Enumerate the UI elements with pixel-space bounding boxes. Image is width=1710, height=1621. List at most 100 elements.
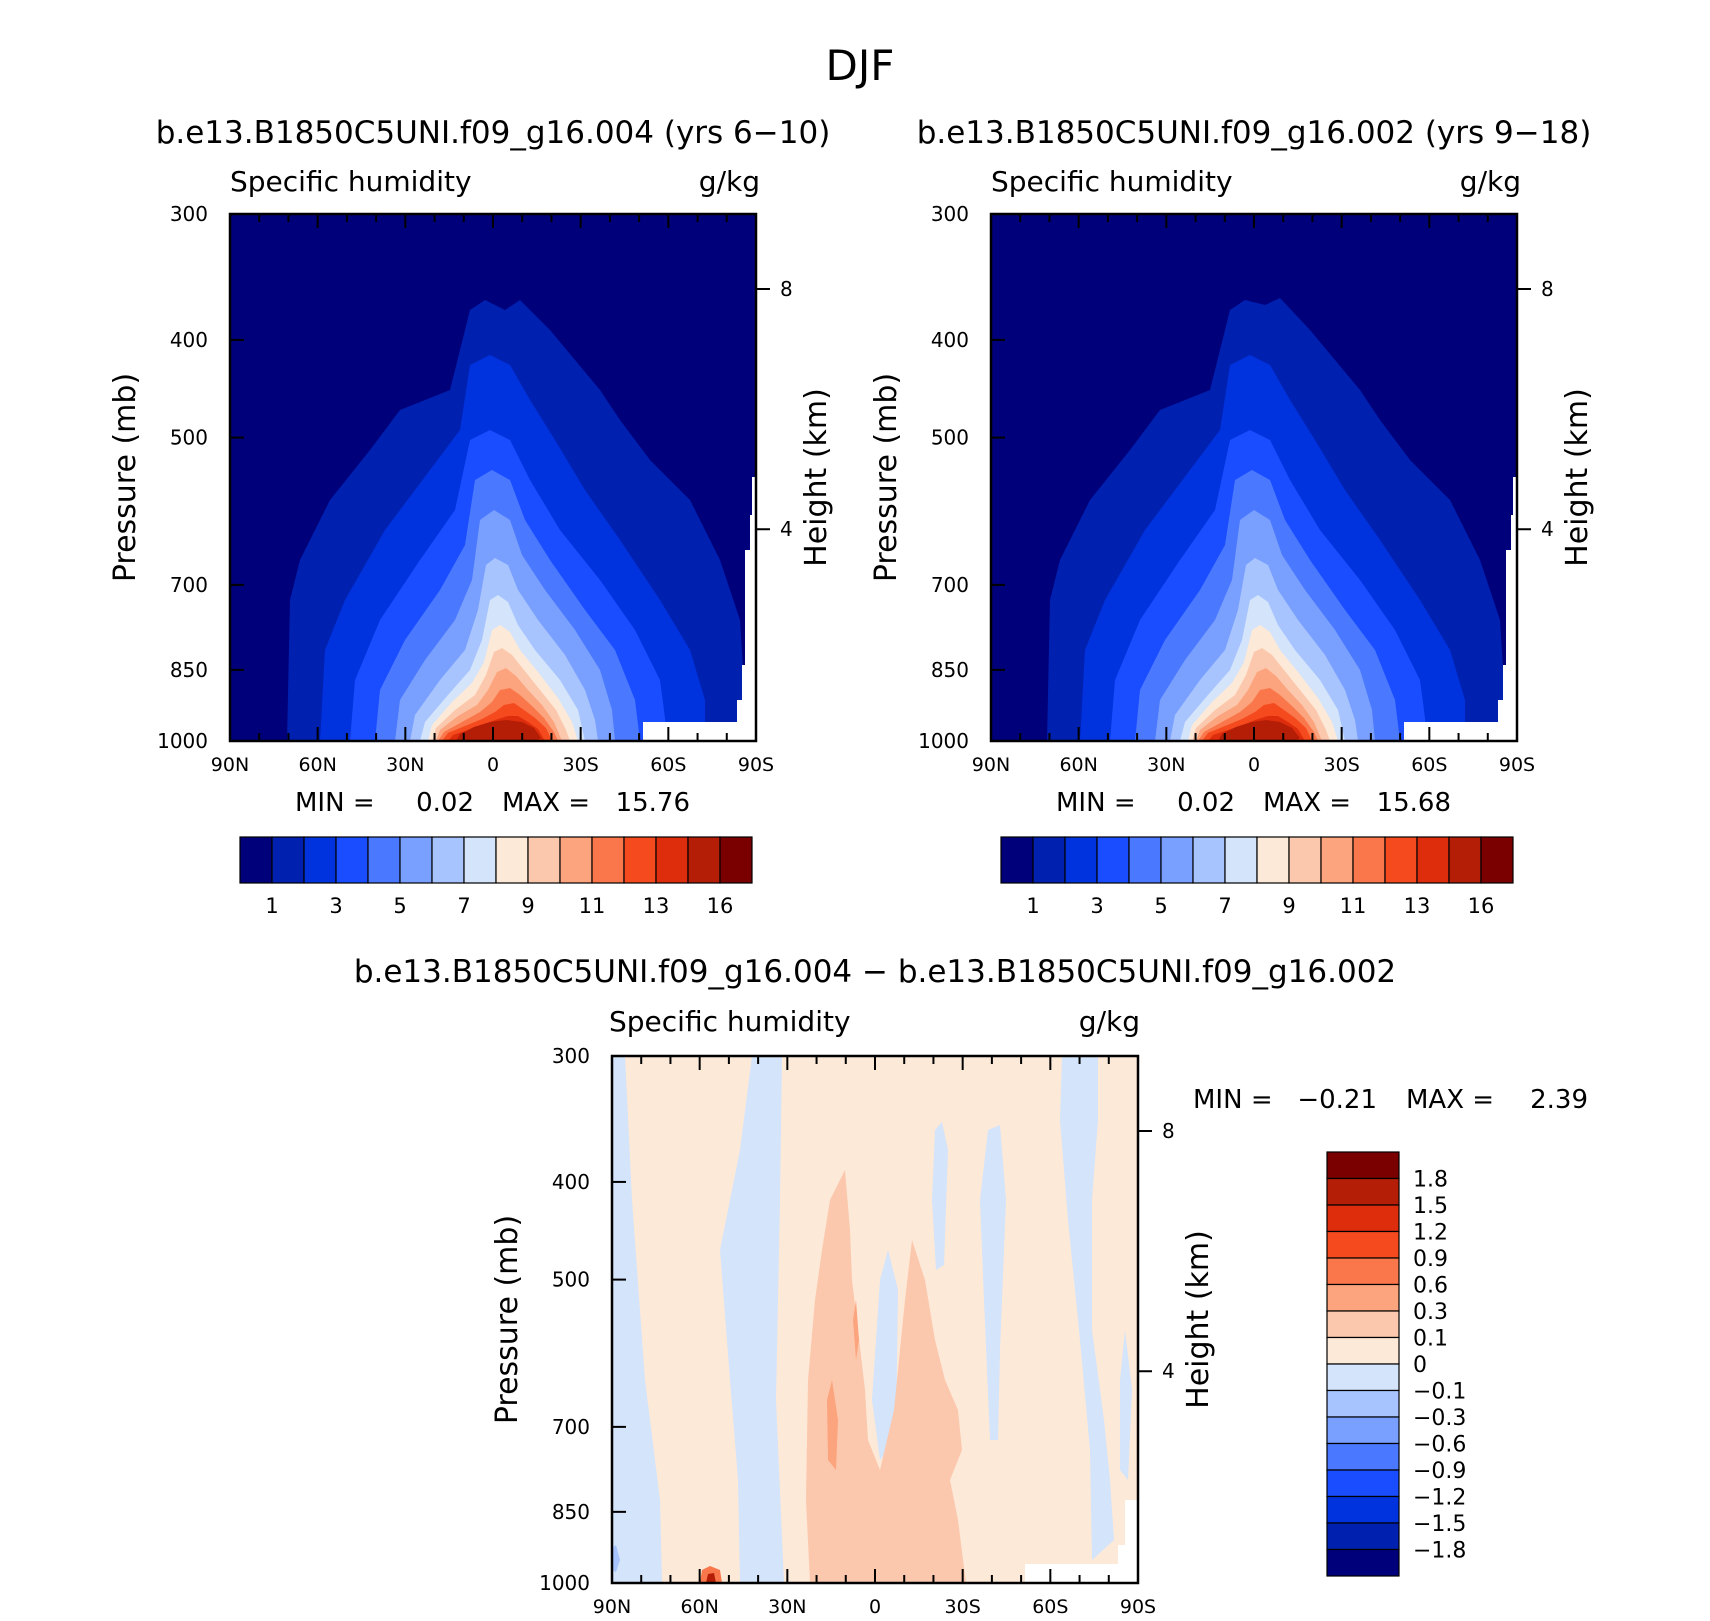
panel-c-min-spot bbox=[612, 1545, 620, 1572]
panel-a-xtick-label: 30N bbox=[386, 754, 424, 776]
panel-a-colorbar-label: 7 bbox=[457, 894, 470, 918]
panel-a-colorbar-box bbox=[335, 836, 369, 884]
panel-a-colorbar-label: 16 bbox=[707, 894, 734, 918]
panel-b-xtick-label: 30S bbox=[1324, 754, 1360, 776]
panel-b-contours bbox=[991, 214, 1517, 741]
panel-b-ytick-label: 400 bbox=[931, 328, 969, 352]
panel-c-neg-band-4 bbox=[932, 1122, 948, 1270]
panel-a-colorbar-label: 5 bbox=[393, 894, 406, 918]
panel-b-max-label: MAX = bbox=[1263, 788, 1351, 818]
panel-c-colorbar-label: −0.1 bbox=[1413, 1380, 1466, 1405]
panel-a-max-value: 15.76 bbox=[616, 788, 690, 818]
panel-a-colorbar-box bbox=[367, 836, 401, 884]
panel-b-ytick-label: 500 bbox=[931, 426, 969, 450]
panel-c-max-value: 2.39 bbox=[1530, 1085, 1588, 1115]
panel-b-colorbar-box bbox=[1096, 836, 1130, 884]
panel-b-level-15 bbox=[1218, 720, 1300, 741]
panel-a-colorbar-box bbox=[431, 836, 465, 884]
panel-c-max-core bbox=[706, 1573, 716, 1583]
panel-a-colorbar-box bbox=[687, 836, 721, 884]
panel-c-colorbar-label: 0 bbox=[1413, 1353, 1427, 1378]
panel-c-ytick-label: 300 bbox=[552, 1044, 590, 1068]
panel-b-ytick-label: 700 bbox=[931, 573, 969, 597]
panel-b-variable: Specific humidity bbox=[991, 165, 1233, 198]
panel-c-colorbar-box bbox=[1326, 1442, 1400, 1471]
panel-b-ytick-label: 850 bbox=[931, 658, 969, 682]
panel-b-colorbar-box bbox=[1320, 836, 1354, 884]
panel-b-missing-region bbox=[1404, 477, 1517, 741]
panel-a-ytick-label: 400 bbox=[170, 328, 208, 352]
panel-b-xtick-label: 90S bbox=[1499, 754, 1535, 776]
panel-c-colorbar-label: 0.1 bbox=[1413, 1327, 1448, 1352]
panel-a-ytick-label: 300 bbox=[170, 202, 208, 226]
panel-c-colorbar-label: −1.2 bbox=[1413, 1486, 1466, 1511]
panel-b-ylabel-right: Height (km) bbox=[1560, 388, 1595, 567]
panel-a-colorbar-box bbox=[399, 836, 433, 884]
panel-c: b.e13.B1850C5UNI.f09_g16.004 − b.e13.B18… bbox=[354, 954, 1588, 1583]
panel-c-xtick-label: 60S bbox=[1032, 1596, 1068, 1618]
panel-c-colorbar-label: −0.6 bbox=[1413, 1433, 1466, 1458]
panel-c-neg-band-2 bbox=[720, 1056, 784, 1583]
panel-c-neg-band-5 bbox=[980, 1125, 1006, 1440]
panel-a-ytick-label: 500 bbox=[170, 426, 208, 450]
panel-b-colorbar-box bbox=[1160, 836, 1194, 884]
panel-b-xtick-label: 90N bbox=[972, 754, 1010, 776]
panel-c-colorbar-label: 0.3 bbox=[1413, 1300, 1448, 1325]
panel-b-colorbar-box bbox=[1224, 836, 1258, 884]
panel-b-colorbar-box bbox=[1128, 836, 1162, 884]
panel-c-colorbar: 1.81.51.20.90.60.30.10−0.1−0.3−0.6−0.9−1… bbox=[1326, 1151, 1466, 1577]
panel-c-neg-band-7 bbox=[1120, 1330, 1132, 1480]
panel-c-ytick-label: 700 bbox=[552, 1415, 590, 1439]
panel-c-min-label: MIN = bbox=[1193, 1085, 1273, 1115]
panel-c-colorbar-label: −0.3 bbox=[1413, 1406, 1466, 1431]
panel-b-min-value: 0.02 bbox=[1177, 788, 1235, 818]
panel-a-yright-tick-label: 8 bbox=[780, 277, 793, 301]
panel-a-colorbar-label: 13 bbox=[643, 894, 670, 918]
panel-b-colorbar-box bbox=[1064, 836, 1098, 884]
panel-a-units: g/kg bbox=[699, 165, 760, 198]
panel-c-colorbar-label: 1.8 bbox=[1413, 1168, 1448, 1193]
panel-c-xtick-label: 30S bbox=[945, 1596, 981, 1618]
panel-a-colorbar-box bbox=[495, 836, 529, 884]
panel-a-variable: Specific humidity bbox=[230, 165, 472, 198]
panel-c-contours bbox=[612, 1056, 1138, 1583]
panel-a-stats: MIN = 0.02 MAX = 15.76 bbox=[295, 788, 690, 818]
panel-a-colorbar-box bbox=[591, 836, 625, 884]
panel-a-ytick-label: 700 bbox=[170, 573, 208, 597]
panel-c-variable: Specific humidity bbox=[609, 1005, 851, 1038]
panel-a-colorbar-box bbox=[303, 836, 337, 884]
panel-c-pos-region-2 bbox=[827, 1380, 838, 1470]
axes-layer: 90N 60N 30N 0 30S 60S 90S300400500700850100084… bbox=[108, 202, 1595, 1618]
panel-b-colorbar-label: 13 bbox=[1404, 894, 1431, 918]
panel-c-colorbar-box bbox=[1326, 1230, 1400, 1259]
panel-a-colorbar-label: 1 bbox=[265, 894, 278, 918]
panel-a-xtick-label: 0 bbox=[487, 754, 499, 776]
panel-c-max-label: MAX = bbox=[1406, 1085, 1494, 1115]
panel-a-colorbar-box bbox=[559, 836, 593, 884]
panel-b: b.e13.B1850C5UNI.f09_g16.002 (yrs 9−18) … bbox=[917, 115, 1591, 741]
panel-c-colorbar-label: −1.5 bbox=[1413, 1512, 1466, 1537]
colorbar-layer: 1 3 5 7 9 11 13 16 1 3 5 7 9 11 13 161.81.51.20.90.60.3… bbox=[239, 836, 1514, 1577]
panel-c-neg-band-6 bbox=[1060, 1056, 1114, 1560]
panel-c-ytick-label: 500 bbox=[552, 1268, 590, 1292]
panel-c-ytick-label: 850 bbox=[552, 1500, 590, 1524]
panel-b-xtick-label: 60S bbox=[1411, 754, 1447, 776]
panel-b-ylabel: Pressure (mb) bbox=[869, 373, 904, 582]
panel-b-colorbar-label: 1 bbox=[1026, 894, 1039, 918]
panel-c-units: g/kg bbox=[1079, 1005, 1140, 1038]
panel-a-colorbar-box bbox=[527, 836, 561, 884]
panel-c-axes: 90N 60N 30N 0 30S 60S 90S 300 400 500 700 850 1000 8 4… bbox=[490, 1044, 1216, 1618]
panel-c-colorbar-box bbox=[1326, 1310, 1400, 1339]
panel-c-colorbar-label: 0.6 bbox=[1413, 1274, 1448, 1299]
panel-b-colorbar-box bbox=[1256, 836, 1290, 884]
panel-c-colorbar-box bbox=[1326, 1416, 1400, 1445]
panel-a-ytick-label: 850 bbox=[170, 658, 208, 682]
panel-b-max-value: 15.68 bbox=[1377, 788, 1451, 818]
panel-c-ytick-label: 1000 bbox=[539, 1571, 590, 1595]
panel-a-colorbar-box bbox=[655, 836, 689, 884]
panel-c-xtick-label: 0 bbox=[869, 1596, 881, 1618]
panel-b-units: g/kg bbox=[1460, 165, 1521, 198]
panel-a-min-value: 0.02 bbox=[416, 788, 474, 818]
panel-c-colorbar-box bbox=[1326, 1151, 1400, 1180]
